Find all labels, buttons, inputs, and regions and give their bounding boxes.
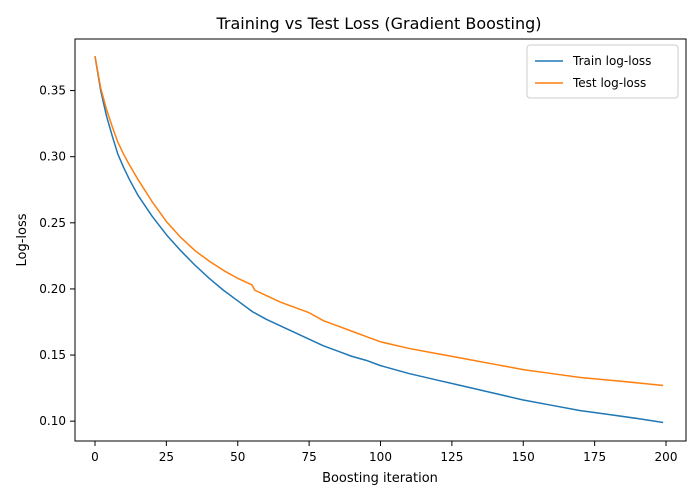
x-tick-label: 200 — [655, 450, 678, 464]
y-axis: 0.10 0.15 0.20 0.25 0.30 0.35 — [39, 84, 75, 428]
x-tick-label: 50 — [230, 450, 245, 464]
legend-box — [526, 44, 679, 99]
x-tick-label: 150 — [512, 450, 535, 464]
y-tick-label: 0.35 — [39, 84, 66, 98]
legend: Train log-loss Test log-loss — [526, 44, 679, 99]
x-tick-label: 75 — [301, 450, 316, 464]
series-line-1 — [94, 56, 664, 387]
legend-label-0: Train log-loss — [572, 54, 651, 68]
x-tick-label: 125 — [440, 450, 463, 464]
legend-label-1: Test log-loss — [572, 76, 646, 90]
y-tick-label: 0.10 — [39, 414, 66, 428]
y-axis-label: Log-loss — [15, 213, 30, 266]
x-axis: 0 25 50 75 100 125 150 175 200 — [91, 441, 677, 464]
y-tick-label: 0.20 — [39, 282, 66, 296]
series-line-0 — [94, 56, 664, 424]
x-tick-label: 0 — [91, 450, 99, 464]
x-tick-label: 175 — [583, 450, 606, 464]
plot-lines — [94, 56, 664, 424]
chart-title: Training vs Test Loss (Gradient Boosting… — [216, 14, 542, 33]
x-tick-label: 100 — [369, 450, 392, 464]
x-axis-label: Boosting iteration — [322, 471, 438, 486]
y-tick-label: 0.30 — [39, 150, 66, 164]
y-tick-label: 0.25 — [39, 216, 66, 230]
y-tick-label: 0.15 — [39, 348, 66, 362]
x-tick-label: 25 — [159, 450, 174, 464]
